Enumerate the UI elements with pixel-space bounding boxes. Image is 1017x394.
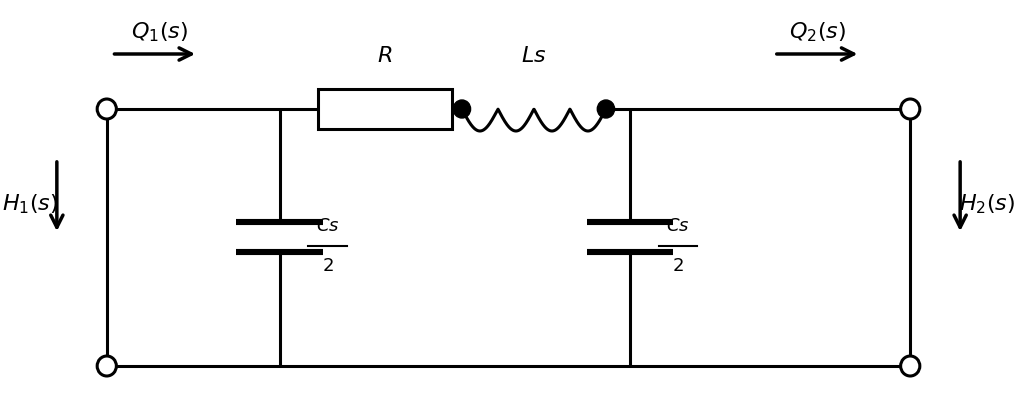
- Circle shape: [597, 100, 614, 118]
- Text: $\mathit{Ls}$: $\mathit{Ls}$: [521, 46, 547, 66]
- Circle shape: [98, 99, 116, 119]
- Bar: [318, 89, 453, 129]
- Text: $\mathit{Q}_1(s)$: $\mathit{Q}_1(s)$: [131, 20, 188, 44]
- Text: $\mathit{Cs}$: $\mathit{Cs}$: [666, 217, 690, 235]
- Text: $2$: $2$: [672, 257, 683, 275]
- Text: $\mathit{R}$: $\mathit{R}$: [377, 46, 393, 66]
- Circle shape: [454, 100, 471, 118]
- Text: $\mathit{H}_1(s)$: $\mathit{H}_1(s)$: [2, 192, 58, 216]
- Circle shape: [901, 356, 919, 376]
- Circle shape: [98, 356, 116, 376]
- Text: $\mathit{Cs}$: $\mathit{Cs}$: [315, 217, 340, 235]
- Text: $2$: $2$: [321, 257, 334, 275]
- Text: $\mathit{Q}_2(s)$: $\mathit{Q}_2(s)$: [788, 20, 845, 44]
- Text: $\mathit{H}_2(s)$: $\mathit{H}_2(s)$: [959, 192, 1015, 216]
- Circle shape: [901, 99, 919, 119]
